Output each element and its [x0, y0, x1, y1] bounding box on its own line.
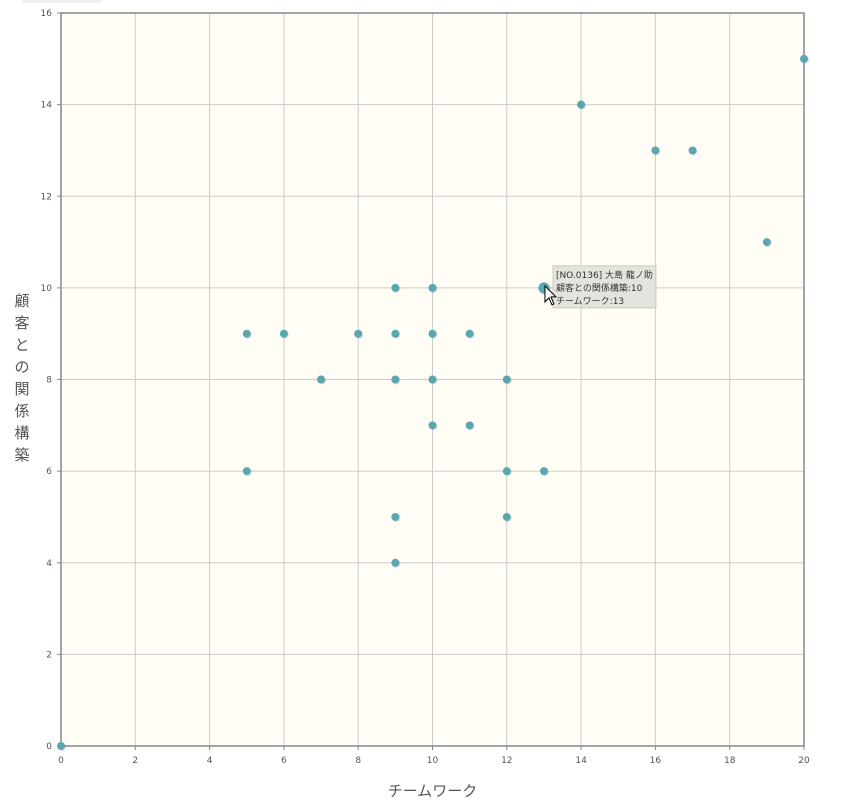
data-point[interactable]	[688, 146, 697, 155]
y-axis-ticks: 0 2 4 6 8 10 12 14 16	[41, 9, 61, 752]
x-tick-label: 2	[132, 756, 138, 766]
data-points	[57, 54, 809, 751]
data-point[interactable]	[539, 467, 548, 476]
data-point[interactable]	[279, 329, 288, 338]
x-tick-label: 16	[650, 756, 662, 766]
y-tick-label: 8	[46, 376, 52, 386]
data-point[interactable]	[391, 375, 400, 384]
x-tick-label: 4	[207, 756, 213, 766]
y-tick-label: 6	[46, 467, 52, 477]
y-axis-title-char: 関	[14, 380, 29, 398]
data-point[interactable]	[428, 375, 437, 384]
data-point[interactable]	[391, 558, 400, 567]
x-tick-label: 20	[798, 756, 810, 766]
data-point[interactable]	[651, 146, 660, 155]
x-tick-label: 12	[501, 756, 512, 766]
tooltip-line: [NO.0136] 大島 龍ノ助	[556, 269, 653, 281]
x-tick-label: 10	[427, 756, 439, 766]
top-tab	[22, 0, 102, 3]
data-point[interactable]	[502, 512, 511, 521]
y-axis-title-char: 係	[14, 402, 29, 420]
data-point[interactable]	[465, 329, 474, 338]
y-axis-title: 顧客との関係構築	[14, 292, 29, 464]
x-axis-title: チームワーク	[388, 782, 478, 800]
y-tick-label: 10	[41, 284, 53, 294]
y-tick-label: 2	[46, 650, 52, 660]
x-axis-ticks: 0 2 4 6 8 10 12 14 16 18 20	[58, 746, 810, 766]
data-point[interactable]	[242, 329, 251, 338]
data-point[interactable]	[465, 421, 474, 430]
data-point[interactable]	[800, 54, 808, 63]
x-tick-label: 18	[724, 756, 736, 766]
tooltip-line: チームワーク:13	[556, 296, 624, 307]
data-point[interactable]	[391, 329, 400, 338]
data-point[interactable]	[428, 329, 437, 338]
y-tick-label: 4	[46, 559, 52, 569]
x-tick-label: 8	[355, 756, 361, 766]
y-tick-label: 12	[41, 192, 52, 202]
data-point[interactable]	[762, 238, 771, 247]
data-point[interactable]	[502, 375, 511, 384]
data-point[interactable]	[354, 329, 363, 338]
mouse-cursor-icon	[544, 284, 558, 306]
x-tick-label: 6	[281, 756, 287, 766]
x-tick-label: 14	[575, 756, 587, 766]
data-point[interactable]	[428, 283, 437, 292]
data-point[interactable]	[317, 375, 326, 384]
y-tick-label: 14	[41, 101, 53, 111]
y-axis-title-char: 顧	[14, 292, 29, 310]
data-point[interactable]	[391, 283, 400, 292]
tooltip-line: 顧客との関係構築:10	[556, 282, 643, 294]
y-axis-title-char: 構	[14, 424, 29, 442]
data-point[interactable]	[242, 467, 251, 476]
data-point[interactable]	[428, 421, 437, 430]
y-axis-title-char: と	[14, 336, 29, 354]
data-point[interactable]	[391, 512, 400, 521]
tooltip-box	[552, 265, 657, 309]
y-axis-title-char: 築	[14, 446, 29, 464]
data-point[interactable]	[57, 742, 65, 750]
data-point[interactable]	[577, 100, 586, 109]
y-tick-label: 16	[41, 9, 53, 19]
y-tick-label: 0	[46, 742, 52, 752]
data-point[interactable]	[502, 467, 511, 476]
y-axis-title-char: の	[14, 358, 29, 376]
x-tick-label: 0	[58, 756, 64, 766]
y-axis-title-char: 客	[14, 314, 29, 332]
